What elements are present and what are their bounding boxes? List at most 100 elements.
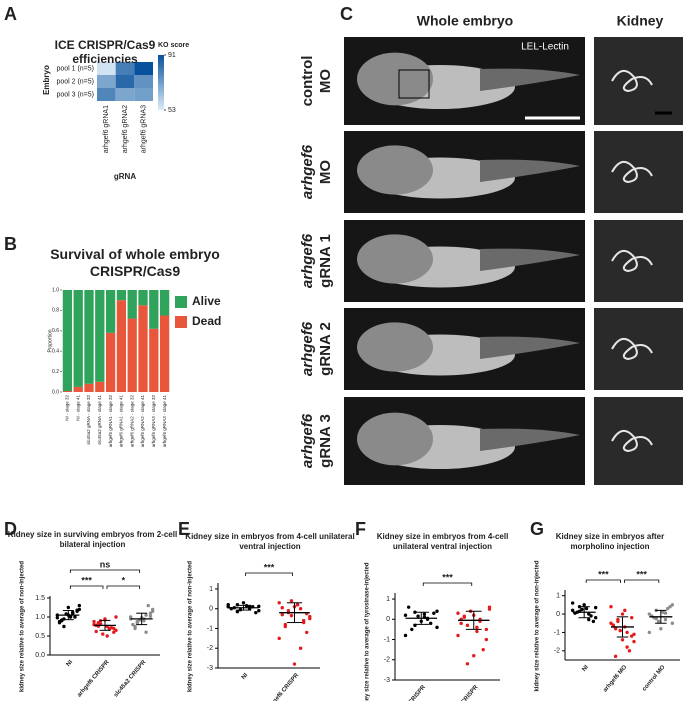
data-point (475, 625, 479, 630)
column-header: Whole embryo (417, 13, 513, 29)
data-point (670, 603, 675, 607)
x-tick-label: arhgef6 gRNA1 - stage 32 (108, 395, 113, 448)
kidney-image (594, 131, 683, 213)
column-label: arhgef6 gRNA3 (141, 105, 148, 153)
data-point (647, 612, 652, 616)
row-label: MO (317, 160, 334, 184)
y-tick-label: 1.0 (35, 614, 45, 621)
heatmap-cell (115, 75, 135, 88)
data-point (584, 606, 589, 611)
bar-segment (149, 328, 159, 392)
data-point (410, 627, 414, 632)
y-tick-label: -1 (207, 625, 213, 632)
x-tick-label: arhgef6 MO (602, 664, 628, 693)
kidney-tubule (611, 70, 653, 93)
significance-label: * (122, 575, 126, 585)
data-point (472, 654, 476, 658)
data-point (654, 616, 658, 621)
y-axis-label: Embryo (42, 65, 51, 95)
data-point (487, 605, 492, 609)
data-point (66, 605, 71, 610)
kidney-image (594, 397, 683, 485)
x-tick-label: tyrosinase CRISPR (387, 684, 427, 701)
significance-label: *** (81, 575, 92, 585)
y-tick-label: -3 (384, 677, 390, 684)
legend-label: Alive (192, 294, 221, 308)
y-tick-label: -2 (384, 657, 390, 664)
colorbar (158, 55, 164, 110)
data-point (101, 632, 105, 636)
x-tick-label: control MO (642, 664, 667, 692)
stain-label: LEL-Lectin (521, 42, 569, 53)
data-point (632, 639, 636, 644)
data-point (609, 621, 613, 625)
panel-label: A (4, 4, 17, 24)
data-point (666, 606, 670, 611)
x-tick-label: NI - stage 32 (65, 395, 70, 421)
chart-title: Kidney size in embryos from 4-cell unila… (376, 532, 509, 551)
row-label: gRNA 2 (317, 322, 334, 376)
heatmap-cell (97, 75, 116, 88)
data-point (484, 637, 489, 642)
data-point (75, 608, 79, 612)
x-tick-label: arhgef6 gRNA2 - stage 32 (129, 395, 134, 448)
data-point (112, 630, 116, 634)
bar-segment (116, 290, 127, 301)
x-tick-label: arhgef6 CRISPR (77, 659, 112, 699)
y-tick-label: 1.0 (52, 287, 59, 293)
data-point (257, 608, 261, 613)
data-point (114, 628, 118, 632)
data-point (659, 627, 663, 631)
data-point (663, 611, 668, 615)
data-point (148, 611, 153, 615)
panel-label: B (4, 234, 17, 254)
x-tick-label: arhgef6 CRISPR (266, 672, 301, 701)
data-point (305, 630, 309, 635)
kidney-tubule (611, 430, 653, 453)
y-axis-label: kidney size relative to average of non-i… (188, 561, 194, 692)
data-point (613, 627, 618, 631)
chart-title: Kidney size in surviving embryos from 2-… (7, 530, 178, 549)
data-point (144, 613, 148, 617)
embryo-tail (480, 159, 580, 182)
column-header: Kidney (617, 13, 664, 29)
data-point (616, 619, 620, 624)
y-tick-label: 0.2 (52, 369, 59, 375)
data-point (456, 611, 460, 615)
data-point (484, 627, 489, 632)
data-point (625, 630, 629, 635)
heatmap-cell (97, 62, 116, 75)
data-point (289, 613, 294, 618)
row-label: gRNA 1 (317, 234, 334, 288)
data-point (435, 609, 439, 613)
data-point (475, 629, 479, 634)
kidney-image (594, 37, 683, 125)
data-point (587, 612, 591, 616)
kidney-tubule (611, 250, 653, 273)
row-label: gRNA 3 (317, 414, 334, 468)
colorbar-label: KO score (158, 42, 189, 49)
bar-segment (84, 290, 94, 384)
data-point (462, 614, 466, 618)
chart-title: Kidney size in embryos after morpholino … (555, 532, 665, 551)
data-point (112, 626, 116, 631)
bar-segment (138, 305, 148, 392)
data-point (301, 620, 306, 625)
heatmap-cell (97, 88, 116, 101)
chart-title: ICE CRISPR/Cas9 efficiencies (54, 38, 156, 67)
data-point (620, 612, 625, 616)
legend-swatch (175, 316, 187, 328)
bar-segment (159, 315, 170, 392)
data-point (403, 613, 408, 617)
kidney-tubule (611, 161, 653, 184)
data-point (630, 634, 634, 638)
data-point (55, 616, 60, 620)
data-point (235, 609, 240, 614)
x-tick-label: NI (241, 672, 250, 681)
data-point (593, 605, 598, 610)
data-point (609, 605, 613, 609)
x-tick-label: arhgef6 gRNA2 - stage 41 (140, 395, 145, 448)
y-axis-label: kidney size relative to average of tyros… (365, 562, 371, 701)
bar-segment (149, 290, 159, 329)
